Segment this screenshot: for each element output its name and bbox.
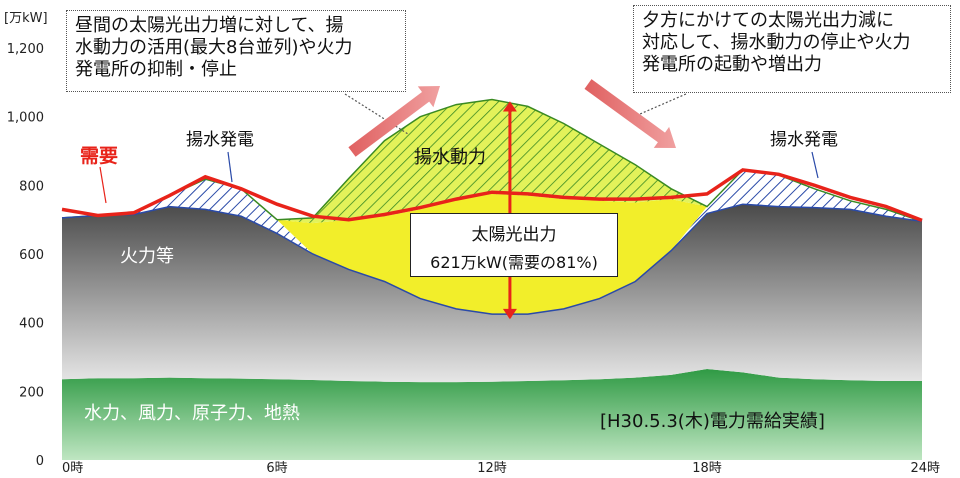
x-tick-label: 0時 (62, 461, 83, 476)
x-tick-label: 24時 (910, 461, 940, 476)
leader-demand (99, 166, 107, 204)
solar-arrow-head-up (502, 101, 517, 112)
line-thermal-top (61, 203, 923, 315)
leader-pumped-gen-right (811, 151, 819, 179)
area-pump-power (62, 99, 922, 224)
y-tick-label: 400 (19, 317, 44, 332)
line-demand (61, 168, 923, 223)
callout-right: 夕方にかけての太陽光出力減に 対応して、揚水動力の停止や火力 発電所の起動や増出… (633, 5, 951, 93)
trend-arrow-up (348, 86, 440, 157)
solar-output-title: 太陽光出力 (471, 225, 557, 245)
trend-arrow-down (584, 79, 676, 148)
x-tick-label: 6時 (266, 461, 287, 476)
x-tick-label: 18時 (692, 461, 722, 476)
label-record-date: [H30.5.3(木)電力需給実績] (600, 411, 825, 432)
x-tick-label: 12時 (477, 461, 507, 476)
solar-output-box: 太陽光出力 621万kW(需要の81%) (410, 213, 618, 277)
solar-output-value: 621万kW(需要の81%) (430, 253, 598, 272)
leader-pumped-gen-left (227, 151, 233, 183)
y-tick-label: 600 (19, 248, 44, 263)
callout-left-pointer (344, 93, 409, 135)
callout-left: 昼間の太陽光出力増に対して、揚 水動力の活用(最大8台並列)や火力 発電所の抑制… (66, 10, 406, 92)
solar-arrow-head-down (502, 308, 517, 320)
y-tick-label: 200 (19, 385, 44, 400)
y-tick-label: 800 (19, 179, 44, 194)
label-pumped-gen-left: 揚水発電 (186, 130, 254, 150)
label-demand: 需要 (80, 145, 118, 167)
label-pumped-gen-right: 揚水発電 (770, 130, 838, 150)
area-thermal (62, 204, 922, 383)
callout-right-pointer (639, 93, 687, 115)
y-tick-label: 1,000 (7, 111, 44, 126)
y-axis-unit: [万kW] (4, 11, 48, 26)
label-pump-power: 揚水動力 (414, 147, 486, 168)
y-tick-label: 1,200 (7, 42, 44, 57)
label-base-load: 水力、風力、原子力、地熱 (84, 403, 300, 424)
area-base-load (62, 369, 922, 460)
y-tick-label: 0 (36, 454, 44, 469)
label-thermal: 火力等 (120, 246, 174, 267)
